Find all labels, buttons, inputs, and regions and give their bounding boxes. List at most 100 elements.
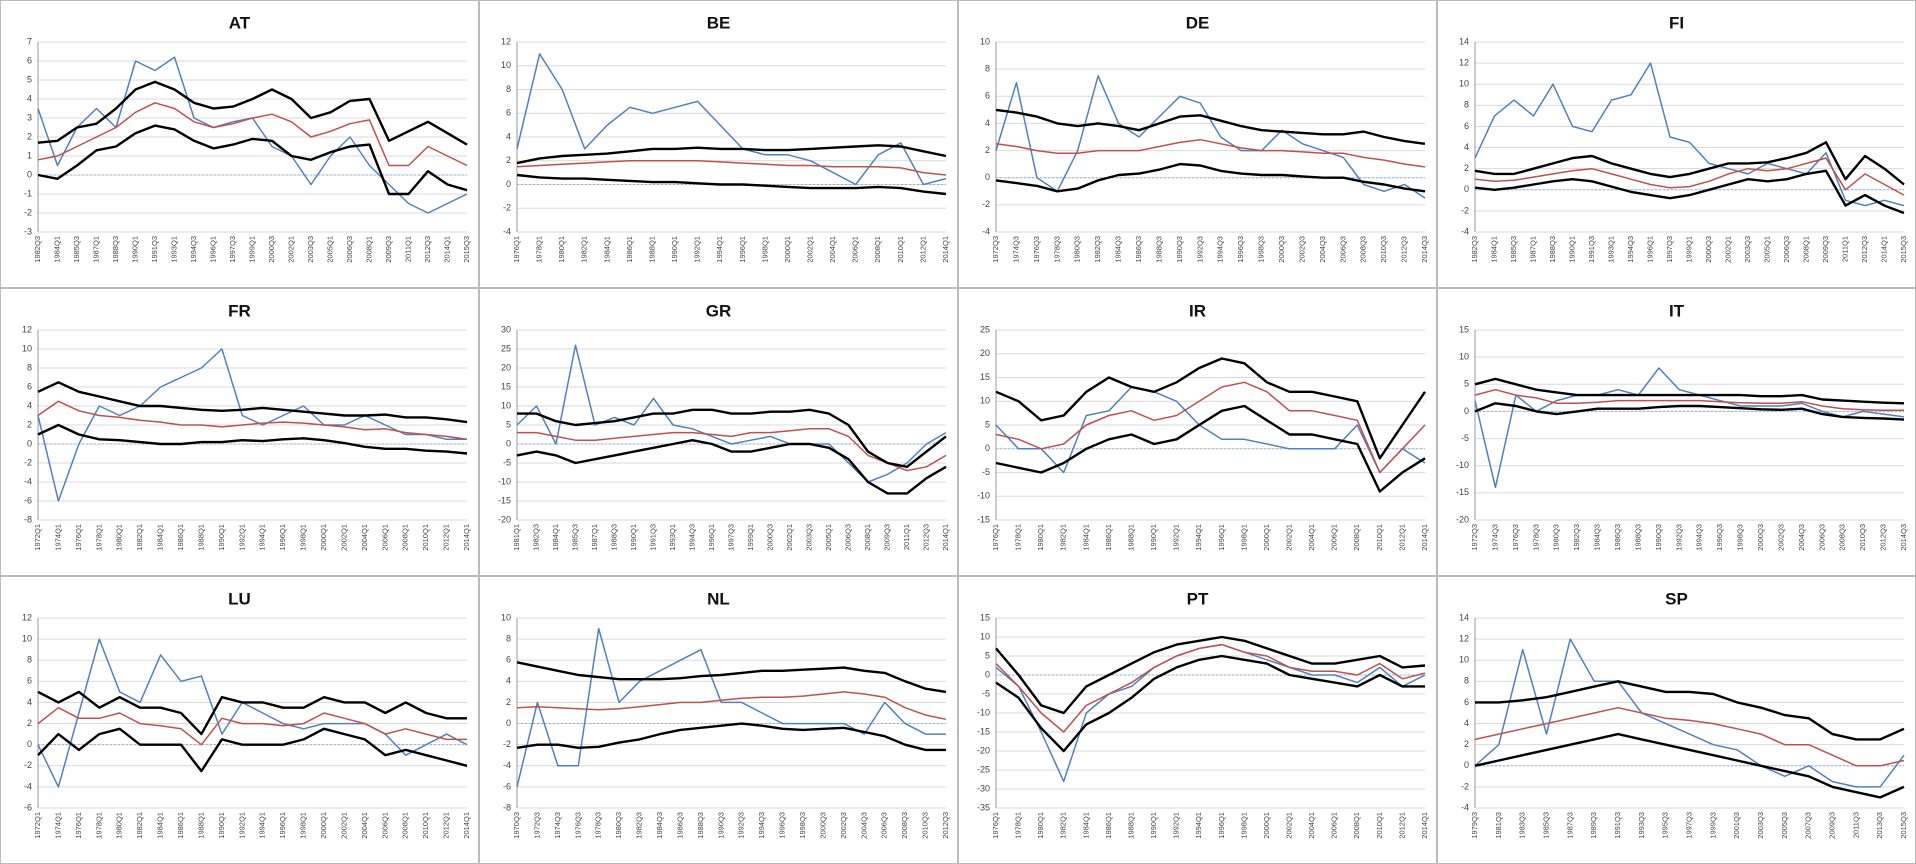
y-tick-label: 6 [1464,697,1469,707]
x-tick-label: 2012Q3 [921,524,930,551]
x-tick-label: 2002Q3 [1776,524,1785,551]
series-line [995,357,1426,460]
x-tick-label: 1990Q1 [1149,524,1158,551]
y-tick-label: -5 [1461,433,1469,443]
x-tick-label: 1994Q1 [258,524,267,551]
series-line [995,138,1426,168]
x-tick-label: 2004Q1 [1307,812,1316,839]
x-tick-label: 1988Q1 [1126,524,1135,551]
x-tick-label: 2008Q3 [900,812,909,839]
y-tick-label: 10 [980,36,990,46]
x-tick-label: 1978Q1 [1014,524,1023,551]
x-tick-label: 2014Q1 [1420,812,1429,839]
series-line [1474,388,1904,412]
panel-border [0,576,479,864]
x-tick-label: 2002Q1 [785,524,794,551]
y-tick-label: 20 [501,362,511,372]
y-tick-label: -2 [24,760,32,770]
x-tick-label: 1974Q3 [553,812,562,839]
x-tick-label: 2014Q1 [462,812,471,839]
x-tick-label: 1976Q1 [74,812,83,839]
x-tick-label: 2000Q3 [818,812,827,839]
y-tick-label: -15 [498,495,511,505]
x-tick-label: 1988Q3 [696,812,705,839]
x-tick-label: 2002Q1 [1723,236,1732,263]
x-tick-label: 1994Q1 [1194,524,1203,551]
series-line [37,102,468,167]
y-tick-label: 0 [506,718,511,728]
x-tick-label: 1991Q3 [1587,236,1596,263]
series-line [516,661,947,694]
x-tick-label: 1982Q1 [1059,524,1068,551]
x-tick-label: 2010Q3 [1379,236,1388,263]
y-tick-label: 0 [985,669,990,679]
y-tick-label: 25 [980,324,990,334]
x-tick-label: 1974Q1 [53,812,62,839]
x-tick-label: 2004Q1 [360,524,369,551]
x-tick-label: 2002Q1 [1285,812,1294,839]
x-tick-label: 1996Q1 [707,524,716,551]
series-line [516,722,946,752]
y-tick-label: 4 [1464,142,1469,152]
x-tick-label: 1997Q3 [1684,812,1693,839]
y-tick-label: 2 [506,697,511,707]
y-tick-label: 5 [506,419,511,429]
x-tick-label: 1989Q3 [1589,812,1598,839]
x-tick-label: 2014Q1 [462,524,471,551]
x-tick-label: 1982Q3 [635,812,644,839]
x-tick-label: 1999Q1 [1684,236,1693,263]
panel-border [0,0,479,288]
y-tick-label: -10 [977,707,990,717]
x-tick-label: 1982Q1 [1059,812,1068,839]
y-tick-label: 8 [27,362,32,372]
x-tick-label: 1983Q3 [1518,812,1527,839]
y-tick-label: 12 [1459,57,1469,67]
x-tick-label: 1998Q1 [760,236,769,263]
x-tick-label: 2000Q3 [1277,236,1286,263]
x-tick-label: 1993Q1 [668,524,677,551]
y-tick-label: 2 [985,145,990,155]
y-tick-label: 6 [1464,121,1469,131]
y-tick-label: -10 [977,491,990,501]
x-tick-label: 2000Q3 [267,236,276,263]
series-line [995,381,1426,474]
x-tick-label: 2008Q1 [1352,524,1361,551]
y-tick-label: 12 [22,612,32,622]
x-tick-label: 2006Q3 [345,236,354,263]
x-tick-label: 1990Q1 [1149,812,1158,839]
panel: PT -35 -30 -25 -20 -15 -10 -5 0 5 10 15 1976Q1 1978Q1… [958,576,1437,864]
x-tick-label: 1984Q3 [655,812,664,839]
x-tick-label: 2009Q3 [882,524,891,551]
x-tick-label: 1984Q1 [156,524,165,551]
x-tick-label: 2012Q1 [442,812,451,839]
y-tick-label: 6 [27,55,32,65]
x-tick-label: 2008Q1 [873,236,882,263]
x-tick-label: 2004Q1 [1307,524,1316,551]
x-tick-label: 1996Q1 [1645,236,1654,263]
x-tick-label: 2008Q1 [1801,236,1810,263]
x-tick-label: 1986Q3 [1134,236,1143,263]
y-tick-label: 10 [22,343,32,353]
x-tick-label: 1982Q3 [1572,524,1581,551]
x-tick-label: 1992Q3 [1195,236,1204,263]
x-tick-label: 2012Q1 [442,524,451,551]
x-tick-label: 1993Q1 [169,236,178,263]
series-line [37,124,468,196]
panel-border [958,0,1437,288]
y-tick-label: -4 [982,226,990,236]
x-tick-label: 1984Q1 [156,812,165,839]
x-tick-label: 1985Q3 [570,524,579,551]
y-tick-label: -35 [977,802,990,812]
x-tick-label: 2010Q1 [896,236,905,263]
x-tick-label: 2000Q3 [1704,236,1713,263]
x-tick-label: 1993Q1 [1606,236,1615,263]
y-tick-label: 8 [27,655,32,665]
x-tick-label: 2012Q3 [1860,236,1869,263]
x-tick-label: 1978Q3 [1531,524,1540,551]
series-line [516,344,947,483]
x-tick-label: 1998Q3 [798,812,807,839]
x-tick-label: 1976Q3 [573,812,582,839]
chart-title: FI [1669,13,1684,32]
series-line [516,439,947,495]
